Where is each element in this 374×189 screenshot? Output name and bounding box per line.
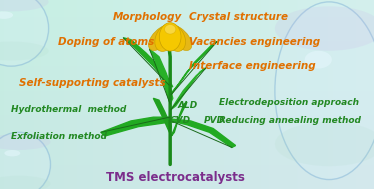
Ellipse shape xyxy=(0,176,50,189)
Ellipse shape xyxy=(0,42,49,60)
Text: Interface engineering: Interface engineering xyxy=(189,61,316,71)
Ellipse shape xyxy=(0,0,49,11)
Ellipse shape xyxy=(275,122,374,166)
Polygon shape xyxy=(171,68,206,110)
Polygon shape xyxy=(150,49,173,104)
Text: Electrodeposition approach: Electrodeposition approach xyxy=(219,98,359,107)
Text: CVD: CVD xyxy=(170,116,191,125)
Polygon shape xyxy=(171,119,236,147)
Ellipse shape xyxy=(0,0,49,66)
Text: Crystal structure: Crystal structure xyxy=(189,12,288,22)
Ellipse shape xyxy=(0,134,50,150)
Text: Self-supporting catalysts: Self-supporting catalysts xyxy=(19,78,165,88)
Text: PVD: PVD xyxy=(204,116,225,125)
Polygon shape xyxy=(123,38,173,87)
Ellipse shape xyxy=(164,24,186,51)
Ellipse shape xyxy=(275,6,374,51)
Text: Morphology: Morphology xyxy=(113,12,183,22)
Ellipse shape xyxy=(148,25,173,50)
Ellipse shape xyxy=(4,150,20,156)
Ellipse shape xyxy=(0,11,13,19)
Text: Reducing annealing method: Reducing annealing method xyxy=(219,116,361,125)
Polygon shape xyxy=(101,117,169,136)
Ellipse shape xyxy=(167,25,192,50)
Ellipse shape xyxy=(159,23,181,51)
Ellipse shape xyxy=(305,51,332,69)
Text: Hydrothermal  method: Hydrothermal method xyxy=(11,105,126,114)
Ellipse shape xyxy=(155,24,177,51)
Text: Exfoliation method: Exfoliation method xyxy=(11,132,107,141)
Ellipse shape xyxy=(165,25,176,34)
Polygon shape xyxy=(153,98,171,132)
Text: ALD: ALD xyxy=(178,101,198,110)
Polygon shape xyxy=(170,42,217,94)
Text: TMS electrocatalysts: TMS electrocatalysts xyxy=(106,171,245,184)
Polygon shape xyxy=(171,102,187,136)
Text: Doping of atoms: Doping of atoms xyxy=(58,37,154,46)
Text: Vacancies engineering: Vacancies engineering xyxy=(189,37,320,46)
Ellipse shape xyxy=(275,2,374,180)
Ellipse shape xyxy=(0,132,50,189)
